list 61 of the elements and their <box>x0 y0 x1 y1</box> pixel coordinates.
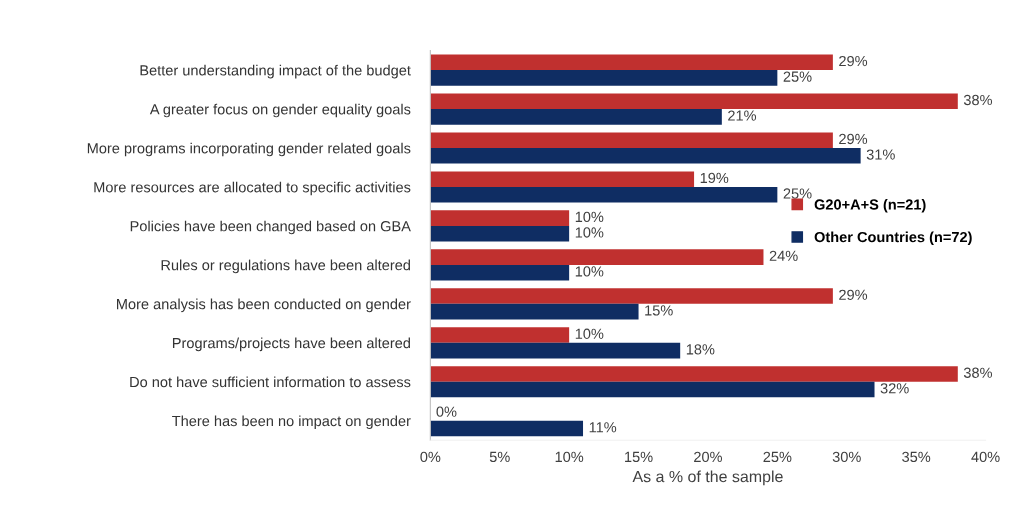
data-label: 31% <box>866 149 895 160</box>
x-tick-label: 40% <box>971 451 1000 463</box>
bar <box>430 288 833 304</box>
bar <box>430 303 639 320</box>
data-label: 11% <box>589 422 617 433</box>
x-tick-label: 35% <box>902 451 931 463</box>
x-tick-label: 5% <box>489 451 510 463</box>
bar <box>430 171 695 187</box>
y-tick-label: Programs/projects have been altered <box>172 337 410 352</box>
bar <box>430 420 584 437</box>
y-tick-label: Rules or regulations have been altered <box>161 259 410 274</box>
bar <box>430 70 778 86</box>
data-label: 38% <box>963 367 993 378</box>
y-tick-label: Policies have been changed based on GBA <box>130 220 411 235</box>
data-label: 19% <box>700 172 729 184</box>
x-tick-label: 25% <box>763 451 792 463</box>
bar <box>430 264 570 281</box>
legend-label: Other Countries (n=72) <box>814 231 972 246</box>
data-label: 38% <box>963 94 993 106</box>
data-label: 15% <box>645 305 673 316</box>
x-tick-label: 20% <box>694 451 723 463</box>
bar <box>430 148 861 164</box>
data-label: 21% <box>728 110 757 121</box>
data-label: 18% <box>686 344 715 355</box>
data-label: 25% <box>783 188 812 199</box>
x-tick-label: 30% <box>832 451 861 463</box>
y-tick-label: Better understanding impact of the budget <box>140 64 411 79</box>
bar <box>430 210 570 226</box>
data-label: 32% <box>880 383 909 394</box>
x-tick-label: 15% <box>625 451 653 463</box>
y-tick-label: More analysis has been conducted on gender <box>117 298 411 313</box>
bar <box>430 249 764 265</box>
data-label: 0% <box>436 406 457 417</box>
bar <box>430 366 958 382</box>
bar <box>430 93 958 110</box>
bar <box>430 54 833 71</box>
data-label: 29% <box>839 289 868 300</box>
data-label: 24% <box>769 250 798 261</box>
data-label: 10% <box>575 211 604 223</box>
y-tick-label: There has been no impact on gender <box>172 415 411 430</box>
bar <box>430 186 778 203</box>
bar <box>430 132 833 148</box>
data-label: 29% <box>839 55 868 67</box>
legend-label: G20+A+S (n=21) <box>814 198 926 213</box>
y-tick-label: More resources are allocated to specific activities <box>94 181 411 196</box>
bar <box>430 327 570 343</box>
data-label: 10% <box>575 266 604 277</box>
bar <box>430 342 681 359</box>
data-label: 29% <box>839 133 868 145</box>
x-tick-label: 10% <box>555 451 584 463</box>
data-label: 10% <box>575 227 604 238</box>
bar <box>430 109 722 125</box>
bar <box>430 225 570 242</box>
bar <box>430 381 875 398</box>
y-tick-label: More programs incorporating gender related goals <box>87 142 411 157</box>
y-tick-label: Do not have sufficient information to assess <box>130 376 411 388</box>
data-label: 25% <box>783 71 812 82</box>
x-axis-title: As a % of the sample <box>632 470 783 486</box>
y-tick-label: A greater focus on gender equality goals <box>149 103 411 118</box>
x-tick-label: 0% <box>420 451 441 463</box>
data-label: 10% <box>575 328 604 339</box>
